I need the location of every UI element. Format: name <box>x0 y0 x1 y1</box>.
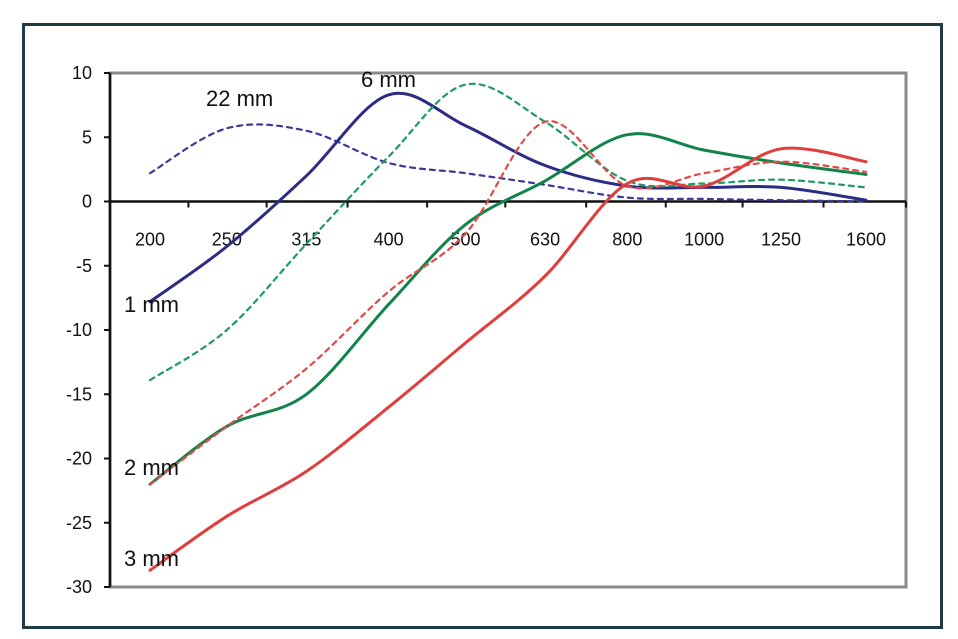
y-tick-label: -10 <box>66 320 92 340</box>
y-tick-label: 5 <box>82 127 92 147</box>
y-tick-label: -5 <box>76 256 92 276</box>
x-tick-label: 200 <box>135 230 165 250</box>
series-label-22mm: 22 mm <box>206 86 273 111</box>
x-tick-label: 630 <box>530 230 560 250</box>
y-tick-label: -30 <box>66 577 92 597</box>
series-line-2-mm <box>148 132 868 486</box>
x-tick-label: 1000 <box>684 230 724 250</box>
series-line-1-mm <box>148 82 868 382</box>
x-tick-label: 800 <box>612 230 642 250</box>
x-tick-label: 500 <box>450 230 480 250</box>
x-tick-label: 1600 <box>846 230 886 250</box>
y-tick-label: -15 <box>66 384 92 404</box>
y-tick-label: -25 <box>66 513 92 533</box>
label-layer: 22 mm 6 mm 1 mm 2 mm 3 mm <box>124 67 416 571</box>
series-line-2-mm-dashed <box>148 120 868 486</box>
x-tick-label: 250 <box>212 230 242 250</box>
series-line-6-mm <box>148 91 868 304</box>
series-label-3mm: 3 mm <box>124 546 179 571</box>
series-label-6mm: 6 mm <box>361 67 416 92</box>
series-line-3-mm <box>148 146 868 572</box>
y-tick-label: -20 <box>66 449 92 469</box>
plot-area <box>108 71 908 589</box>
y-tick-label: 10 <box>72 63 92 83</box>
x-tick-label: 400 <box>374 230 404 250</box>
y-tick-label: 0 <box>82 192 92 212</box>
series-label-1mm: 1 mm <box>124 292 179 317</box>
x-tick-label: 1250 <box>761 230 801 250</box>
series-layer <box>148 82 868 572</box>
series-label-2mm: 2 mm <box>124 455 179 480</box>
